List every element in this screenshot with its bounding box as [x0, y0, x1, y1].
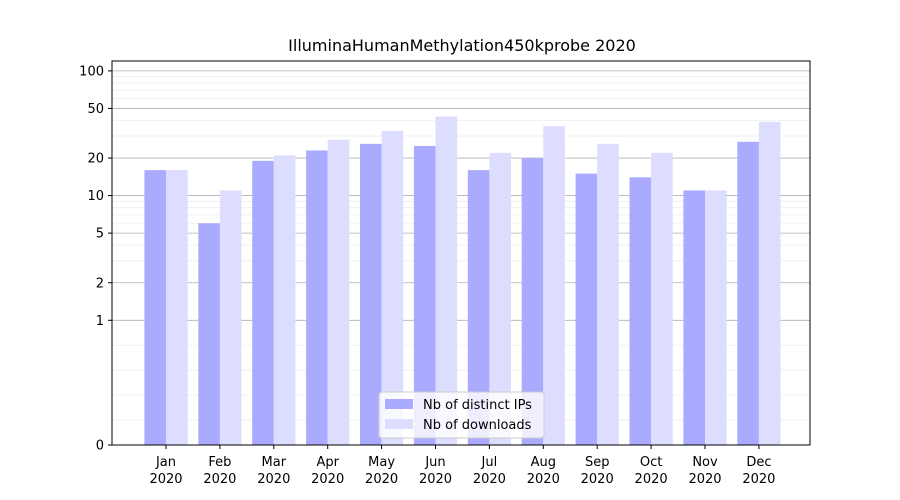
bar-distinct-ips	[413, 145, 436, 446]
bar-distinct-ips	[467, 170, 490, 445]
bar-downloads	[705, 190, 727, 445]
x-tick-label: Nov 2020	[688, 455, 721, 487]
x-tick-label: Aug 2020	[527, 455, 560, 487]
x-tick-label: Sep 2020	[581, 455, 614, 487]
legend-label: Nb of distinct IPs	[423, 398, 532, 413]
x-tick-label: Jan 2020	[149, 455, 182, 487]
bar-distinct-ips	[629, 177, 652, 445]
x-tick-label: Apr 2020	[311, 455, 344, 487]
legend-swatch	[385, 399, 413, 409]
y-tick-label: 1	[96, 314, 104, 329]
plot-frame	[111, 60, 811, 446]
bar-distinct-ips	[144, 170, 166, 445]
bar-distinct-ips	[360, 143, 382, 446]
legend-swatch	[385, 419, 413, 429]
bar-downloads	[435, 116, 458, 445]
bar-downloads	[758, 121, 781, 445]
bar-downloads	[651, 152, 673, 445]
bar-downloads	[273, 155, 296, 445]
legend-label: Nb of downloads	[423, 418, 532, 433]
bar-downloads	[489, 152, 511, 445]
y-tick-label: 100	[79, 64, 104, 79]
x-tick-label: Dec 2020	[742, 455, 775, 487]
y-axis: 0 1 2 5 10 20 50 100	[79, 64, 112, 454]
bar-distinct-ips	[737, 141, 759, 445]
x-tick-label: May 2020	[365, 455, 398, 487]
x-tick-label: Oct 2020	[635, 455, 668, 487]
bar-distinct-ips	[306, 150, 328, 445]
bar-downloads	[543, 126, 565, 446]
legend: Nb of distinct IPs Nb of downloads	[378, 391, 545, 439]
bar-distinct-ips	[198, 223, 220, 445]
x-tick-label: Mar 2020	[257, 455, 290, 487]
y-tick-label: 10	[87, 189, 104, 204]
bars	[144, 116, 781, 446]
bar-distinct-ips	[575, 173, 598, 445]
bar-downloads	[381, 130, 404, 445]
bar-downloads	[327, 139, 350, 445]
bar-downloads	[219, 190, 242, 445]
chart-title: IlluminaHumanMethylation450kprobe 2020	[288, 36, 636, 55]
bar-distinct-ips	[521, 158, 544, 445]
y-tick-label: 0	[96, 439, 104, 454]
bar-distinct-ips	[683, 190, 705, 445]
bar-downloads	[597, 143, 619, 446]
y-tick-label: 20	[87, 152, 104, 167]
legend-box	[378, 391, 545, 439]
bar-distinct-ips	[252, 160, 274, 445]
bar-downloads	[166, 170, 188, 445]
x-tick-label: Jun 2020	[419, 455, 452, 487]
y-tick-label: 2	[96, 276, 104, 291]
x-tick-label: Jul 2020	[473, 455, 506, 487]
y-tick-label: 5	[96, 227, 104, 242]
x-axis: Jan 2020 Feb 2020 Mar 2020 Apr 2020 May 2020 Jun 20…	[149, 445, 775, 487]
x-tick-label: Feb 2020	[203, 455, 236, 487]
y-tick-label: 50	[87, 102, 104, 117]
